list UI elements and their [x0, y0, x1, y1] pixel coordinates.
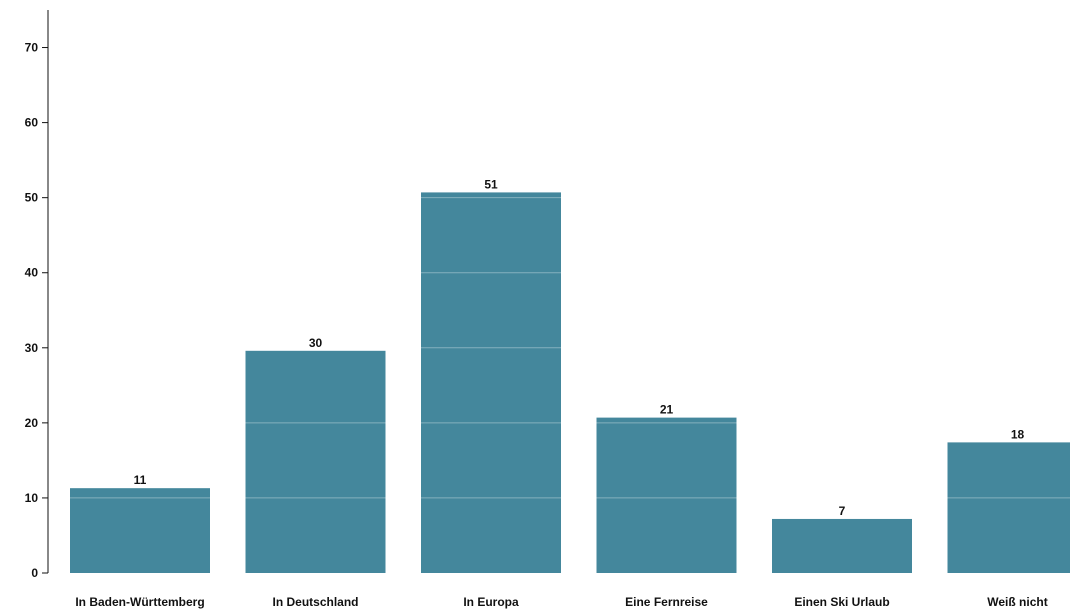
- bar-value-label: 51: [484, 177, 498, 191]
- y-axis: 0 10 20 30 40 50 60 70: [25, 10, 49, 580]
- bar-value-label: 30: [309, 336, 323, 350]
- bar: [947, 442, 1070, 573]
- bar-value-label: 7: [839, 504, 846, 518]
- x-category-label: Eine Fernreise: [625, 595, 708, 609]
- bar: [596, 417, 737, 573]
- bar-value-label: 21: [660, 403, 674, 417]
- x-category-label: In Baden-Württemberg: [75, 595, 204, 609]
- x-category-label: Einen Ski Urlaub: [794, 595, 889, 609]
- y-tick-label: 60: [25, 116, 39, 130]
- y-tick-label: 10: [25, 491, 39, 505]
- y-tick-label: 20: [25, 416, 39, 430]
- y-tick-label: 0: [31, 566, 38, 580]
- bar-value-label: 11: [134, 473, 147, 487]
- value-labels-layer: 11 30 51 21 7 18: [134, 177, 1025, 518]
- y-tick-label: 70: [25, 41, 39, 55]
- bar: [421, 192, 561, 574]
- x-category-label: Weiß nicht: [987, 595, 1047, 609]
- y-tick-label: 30: [25, 341, 39, 355]
- x-category-label: In Europa: [463, 595, 519, 609]
- bar: [245, 350, 386, 573]
- y-tick-label: 40: [25, 266, 39, 280]
- bar: [772, 518, 912, 573]
- x-category-label: In Deutschland: [272, 595, 358, 609]
- bar-value-label: 18: [1011, 427, 1025, 441]
- bars-layer: [70, 192, 1070, 574]
- y-tick-label: 50: [25, 191, 39, 205]
- gridlines-layer: [50, 47, 1070, 499]
- category-labels-layer: In Baden-Württemberg In Deutschland In Eur…: [75, 595, 1047, 609]
- bar: [70, 488, 210, 573]
